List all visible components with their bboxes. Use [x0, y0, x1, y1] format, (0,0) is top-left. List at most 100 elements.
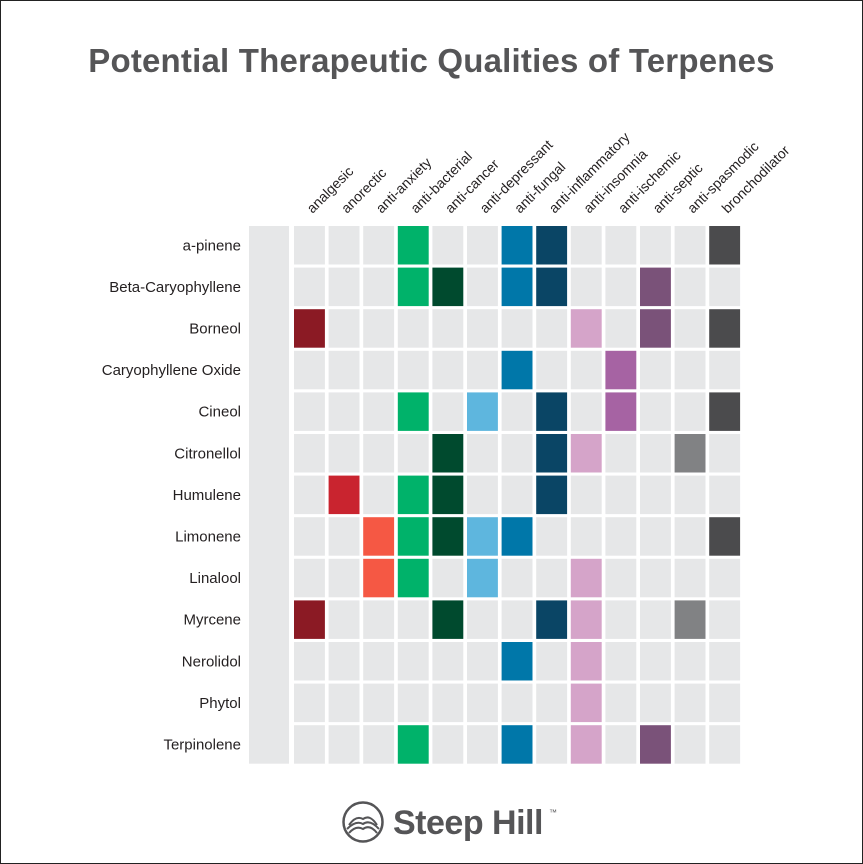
heatmap-cell-filled — [363, 517, 395, 556]
heatmap-cell-empty — [640, 642, 671, 681]
heatmap-cell-empty — [294, 475, 325, 515]
heatmap-cell-empty — [328, 558, 360, 598]
heatmap-cell-empty — [328, 600, 360, 639]
heatmap-cell-empty — [363, 600, 395, 639]
heatmap-cell-empty — [640, 392, 671, 431]
heatmap-cell-filled — [397, 226, 429, 265]
heatmap-cell-empty — [432, 226, 464, 265]
heatmap-cell-empty — [467, 267, 498, 307]
brand-trademark: ™ — [549, 808, 557, 817]
row-label-strip — [249, 226, 289, 764]
heatmap-cell-filled — [640, 309, 671, 348]
heatmap-cell-empty — [640, 475, 671, 515]
row-label: Phytol — [199, 695, 241, 712]
heatmap-cell-empty — [605, 558, 637, 598]
heatmap-cell-empty — [467, 309, 498, 348]
heatmap-cell-empty — [536, 517, 568, 556]
heatmap-cell-filled — [570, 434, 602, 473]
heatmap-cell-filled — [536, 392, 568, 431]
heatmap-cell-empty — [674, 683, 706, 723]
heatmap-cell-filled — [570, 558, 602, 598]
heatmap-cell-empty — [328, 517, 360, 556]
heatmap-cell-empty — [640, 350, 671, 390]
heatmap-cell-empty — [363, 267, 395, 307]
heatmap-cell-filled — [605, 392, 637, 431]
heatmap-cell-filled — [294, 309, 325, 348]
heatmap-cell-empty — [432, 642, 464, 681]
heatmap-cell-empty — [294, 517, 325, 556]
heatmap-cell-empty — [363, 475, 395, 515]
heatmap-cell-empty — [363, 725, 395, 764]
heatmap-cell-empty — [605, 725, 637, 764]
heatmap-cell-empty — [294, 683, 325, 723]
heatmap-cell-empty — [674, 725, 706, 764]
row-label: Limonene — [175, 528, 241, 545]
heatmap-cell-empty — [467, 434, 498, 473]
heatmap-cell-empty — [467, 683, 498, 723]
row-label: Beta-Caryophyllene — [109, 279, 241, 296]
heatmap-cell-filled — [536, 475, 568, 515]
heatmap-cell-empty — [709, 725, 741, 764]
heatmap-cell-empty — [432, 558, 464, 598]
heatmap-cell-empty — [397, 683, 429, 723]
heatmap-cell-empty — [674, 267, 706, 307]
heatmap-cell-empty — [294, 350, 325, 390]
mountain-logo-icon — [342, 801, 384, 843]
heatmap-cell-filled — [536, 267, 568, 307]
row-label: a-pinene — [183, 237, 241, 254]
heatmap-cell-empty — [709, 267, 741, 307]
heatmap-cell-filled — [501, 267, 533, 307]
heatmap-cell-empty — [432, 725, 464, 764]
heatmap-cell-empty — [674, 226, 706, 265]
heatmap-cell-empty — [674, 392, 706, 431]
heatmap-cell-empty — [397, 309, 429, 348]
heatmap-cell-empty — [363, 642, 395, 681]
heatmap-cell-empty — [605, 517, 637, 556]
heatmap-cell-empty — [640, 434, 671, 473]
heatmap-cell-empty — [709, 683, 741, 723]
heatmap-cell-empty — [709, 350, 741, 390]
heatmap-cell-filled — [605, 350, 637, 390]
heatmap-cell-empty — [363, 392, 395, 431]
heatmap-cell-empty — [709, 642, 741, 681]
heatmap-cell-filled — [328, 475, 360, 515]
heatmap-cell-empty — [294, 392, 325, 431]
heatmap-cell-empty — [605, 683, 637, 723]
heatmap-cell-filled — [570, 309, 602, 348]
heatmap-cell-filled — [709, 517, 741, 556]
heatmap-cell-filled — [536, 226, 568, 265]
heatmap-cell-empty — [640, 683, 671, 723]
heatmap-cell-empty — [640, 226, 671, 265]
heatmap-cell-filled — [363, 558, 395, 598]
heatmap-cell-filled — [674, 600, 706, 639]
heatmap-cell-empty — [501, 558, 533, 598]
heatmap-cell-empty — [674, 558, 706, 598]
heatmap-cell-empty — [432, 683, 464, 723]
heatmap-cell-empty — [363, 226, 395, 265]
heatmap-cell-empty — [294, 558, 325, 598]
heatmap-cell-empty — [467, 475, 498, 515]
heatmap-cell-empty — [363, 683, 395, 723]
heatmap-cell-filled — [432, 267, 464, 307]
heatmap-cell-empty — [467, 642, 498, 681]
heatmap-cell-empty — [570, 475, 602, 515]
heatmap-cell-filled — [709, 226, 741, 265]
heatmap-cell-filled — [432, 475, 464, 515]
heatmap-cell-filled — [570, 642, 602, 681]
heatmap-cell-empty — [709, 600, 741, 639]
heatmap-cell-filled — [674, 434, 706, 473]
row-label: Terpinolene — [163, 736, 241, 753]
heatmap-cell-empty — [363, 309, 395, 348]
heatmap-cell-empty — [570, 267, 602, 307]
heatmap-cell-empty — [605, 267, 637, 307]
heatmap-cell-empty — [294, 226, 325, 265]
heatmap-cell-empty — [294, 434, 325, 473]
row-label: Myrcene — [183, 612, 241, 629]
heatmap-cell-empty — [640, 600, 671, 639]
heatmap-cell-filled — [397, 558, 429, 598]
heatmap-cell-empty — [328, 309, 360, 348]
heatmap-cell-filled — [640, 725, 671, 764]
heatmap-cell-empty — [328, 267, 360, 307]
heatmap-cell-empty — [328, 642, 360, 681]
heatmap-cell-filled — [640, 267, 671, 307]
